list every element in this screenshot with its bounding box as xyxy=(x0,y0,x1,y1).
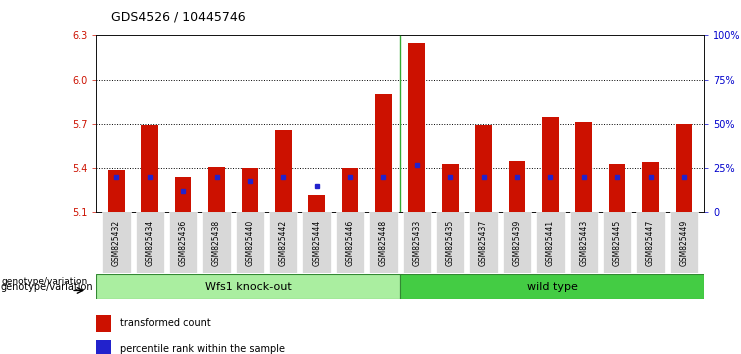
Bar xyxy=(642,162,659,212)
Text: GSM825440: GSM825440 xyxy=(245,219,254,266)
Bar xyxy=(570,212,598,273)
Bar xyxy=(475,125,492,212)
Bar xyxy=(142,125,158,212)
Text: GSM825433: GSM825433 xyxy=(412,219,422,266)
Text: GSM825439: GSM825439 xyxy=(513,219,522,266)
Text: GSM825434: GSM825434 xyxy=(145,219,154,266)
Text: GSM825438: GSM825438 xyxy=(212,219,221,266)
Bar xyxy=(603,212,631,273)
Bar xyxy=(202,212,230,273)
Bar xyxy=(269,212,297,273)
Text: GSM825445: GSM825445 xyxy=(613,219,622,266)
Bar xyxy=(542,116,559,212)
Text: GSM825449: GSM825449 xyxy=(679,219,688,266)
Bar xyxy=(302,212,331,273)
Bar xyxy=(375,95,392,212)
Bar xyxy=(400,274,704,299)
Bar xyxy=(637,212,665,273)
Text: Wfs1 knock-out: Wfs1 knock-out xyxy=(205,282,292,292)
Text: GSM825447: GSM825447 xyxy=(646,219,655,266)
Text: percentile rank within the sample: percentile rank within the sample xyxy=(120,344,285,354)
Bar xyxy=(408,43,425,212)
Bar xyxy=(308,195,325,212)
Bar xyxy=(670,212,698,273)
Bar xyxy=(469,212,498,273)
Bar xyxy=(136,212,164,273)
Bar xyxy=(96,340,111,354)
Text: GSM825432: GSM825432 xyxy=(112,219,121,266)
Text: GSM825437: GSM825437 xyxy=(479,219,488,266)
Text: GSM825443: GSM825443 xyxy=(579,219,588,266)
Bar xyxy=(369,212,398,273)
Text: GSM825441: GSM825441 xyxy=(546,219,555,266)
Text: GSM825435: GSM825435 xyxy=(446,219,455,266)
Bar xyxy=(676,124,692,212)
Bar xyxy=(336,212,365,273)
Bar xyxy=(175,177,191,212)
Bar xyxy=(96,315,111,332)
Bar xyxy=(576,122,592,212)
Text: transformed count: transformed count xyxy=(120,318,211,328)
Bar xyxy=(442,164,459,212)
Bar xyxy=(102,212,130,273)
Text: wild type: wild type xyxy=(527,282,577,292)
Bar xyxy=(436,212,465,273)
Text: GDS4526 / 10445746: GDS4526 / 10445746 xyxy=(111,11,246,24)
Bar xyxy=(169,212,197,273)
Bar xyxy=(242,168,259,212)
Bar xyxy=(342,168,359,212)
Bar xyxy=(503,212,531,273)
Bar xyxy=(208,167,225,212)
Bar xyxy=(609,164,625,212)
Bar xyxy=(108,170,124,212)
Text: genotype/variation: genotype/variation xyxy=(1,277,88,286)
Text: GSM825446: GSM825446 xyxy=(345,219,354,266)
Text: GSM825444: GSM825444 xyxy=(312,219,321,266)
Bar xyxy=(275,130,292,212)
Bar xyxy=(402,212,431,273)
Bar xyxy=(236,212,264,273)
Text: GSM825448: GSM825448 xyxy=(379,219,388,266)
Text: GSM825442: GSM825442 xyxy=(279,219,288,266)
Text: genotype/variation: genotype/variation xyxy=(1,282,93,292)
Text: GSM825436: GSM825436 xyxy=(179,219,187,266)
Bar xyxy=(96,274,400,299)
Bar xyxy=(536,212,565,273)
Bar xyxy=(508,161,525,212)
